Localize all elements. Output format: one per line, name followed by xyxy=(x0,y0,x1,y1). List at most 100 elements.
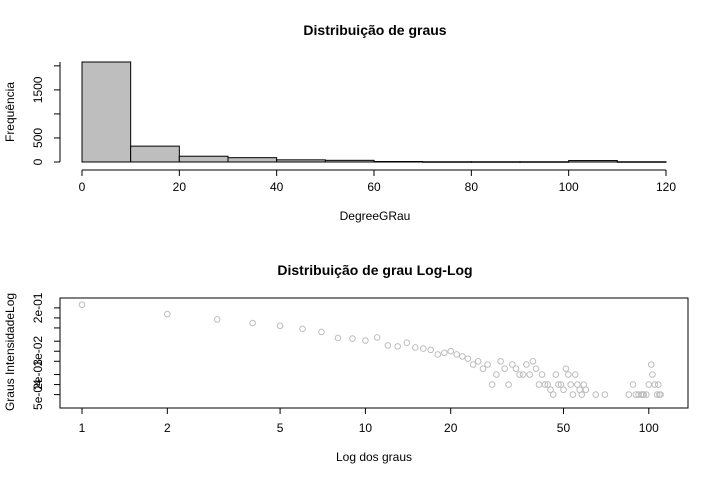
histogram-y-axis: 0 500 1500 xyxy=(31,62,61,165)
loglog-points xyxy=(78,301,664,398)
loglog-x-tick-label: 50 xyxy=(557,421,571,435)
histogram-x-axis: 0 20 40 60 80 100 120 xyxy=(79,169,676,194)
loglog-point xyxy=(276,322,284,330)
loglog-point xyxy=(299,325,306,333)
loglog-point xyxy=(516,371,523,378)
loglog-point xyxy=(529,357,537,365)
loglog-point xyxy=(479,365,487,372)
histogram-y-label: Frequência xyxy=(3,82,17,142)
histogram-bar xyxy=(519,161,570,163)
histogram-bar xyxy=(616,161,667,163)
histogram-bar xyxy=(324,159,375,163)
loglog-point xyxy=(412,344,419,351)
loglog-point xyxy=(488,381,496,388)
loglog-point xyxy=(453,351,461,358)
loglog-x-tick-label: 5 xyxy=(277,421,284,435)
loglog-y-tick-label: 1e-02 xyxy=(31,336,45,367)
loglog-point xyxy=(569,391,577,398)
loglog-point xyxy=(523,361,530,368)
loglog-point xyxy=(501,365,508,372)
loglog-point xyxy=(441,349,448,357)
loglog-y-tick-label: 2e-03 xyxy=(31,359,45,390)
loglog-point xyxy=(535,381,543,388)
loglog-x-tick-label: 100 xyxy=(639,421,659,435)
histogram-panel: Distribuição de graus 0 20 40 60 80 100 120 0 5… xyxy=(3,22,676,223)
loglog-x-tick-label: 20 xyxy=(444,421,458,435)
histogram-bar xyxy=(81,61,132,163)
loglog-y-label: Graus IntensidadeLog xyxy=(3,293,17,411)
histogram-bar xyxy=(470,161,521,163)
loglog-point xyxy=(419,345,427,352)
loglog-point xyxy=(509,361,516,368)
loglog-point xyxy=(645,381,653,388)
loglog-point xyxy=(334,334,342,342)
loglog-point xyxy=(394,343,401,350)
loglog-x-label: Log dos graus xyxy=(336,450,412,464)
loglog-point xyxy=(469,361,477,368)
loglog-point xyxy=(629,381,637,388)
histogram-x-tick-label: 120 xyxy=(656,180,676,194)
loglog-point xyxy=(249,319,256,327)
loglog-point xyxy=(657,391,664,398)
loglog-x-tick-label: 2 xyxy=(164,421,171,435)
loglog-x-axis: 1 2 5 10 20 50 100 xyxy=(79,408,659,435)
loglog-point xyxy=(519,371,527,378)
loglog-point xyxy=(213,316,221,323)
loglog-point xyxy=(654,381,662,388)
loglog-point xyxy=(512,365,520,372)
loglog-point xyxy=(557,381,565,388)
histogram-bar xyxy=(373,161,424,163)
loglog-title: Distribuição de grau Log-Log xyxy=(277,262,472,278)
loglog-y-tick-label: 5e-04 xyxy=(31,379,45,410)
histogram-x-tick-label: 20 xyxy=(173,180,187,194)
loglog-point xyxy=(427,346,435,354)
loglog-point xyxy=(434,351,442,358)
histogram-bar xyxy=(568,160,618,163)
loglog-point xyxy=(541,381,549,388)
loglog-point xyxy=(649,371,656,378)
loglog-point xyxy=(555,381,562,388)
loglog-point xyxy=(373,334,381,341)
loglog-point xyxy=(318,328,325,336)
loglog-point xyxy=(643,391,650,398)
histogram-bar xyxy=(178,155,229,163)
histogram-bar xyxy=(227,157,278,163)
loglog-point xyxy=(493,371,500,378)
histogram-x-tick-label: 100 xyxy=(559,180,579,194)
histogram-bars xyxy=(81,61,667,163)
loglog-point xyxy=(538,371,546,378)
loglog-y-tick-label: 2e-01 xyxy=(31,292,45,323)
loglog-point xyxy=(459,353,466,360)
loglog-point xyxy=(544,381,552,388)
loglog-point xyxy=(601,391,609,398)
loglog-point xyxy=(625,391,633,398)
loglog-point xyxy=(549,391,557,398)
loglog-point xyxy=(78,301,86,308)
loglog-point xyxy=(592,391,600,398)
histogram-x-tick-label: 80 xyxy=(465,180,479,194)
loglog-x-tick-label: 1 xyxy=(79,421,86,435)
histogram-bar xyxy=(130,145,180,163)
loglog-point xyxy=(547,386,554,394)
loglog-point xyxy=(349,335,356,342)
histogram-x-label: DegreeGRau xyxy=(340,209,411,223)
histogram-y-tick-label: 1500 xyxy=(31,76,45,103)
loglog-point xyxy=(565,371,572,378)
loglog-point xyxy=(403,339,411,347)
histogram-x-tick-label: 40 xyxy=(270,180,284,194)
histogram-x-tick-label: 0 xyxy=(79,180,86,194)
loglog-point xyxy=(571,371,579,378)
loglog-point xyxy=(362,337,369,344)
loglog-point xyxy=(567,381,574,388)
loglog-point xyxy=(651,381,659,388)
loglog-plot-frame xyxy=(59,297,689,409)
histogram-x-tick-label: 60 xyxy=(367,180,381,194)
loglog-point xyxy=(474,357,482,365)
loglog-point xyxy=(447,347,455,355)
loglog-point xyxy=(552,371,560,378)
histogram-bar xyxy=(422,161,472,163)
loglog-point xyxy=(505,381,512,388)
loglog-point xyxy=(497,357,504,365)
